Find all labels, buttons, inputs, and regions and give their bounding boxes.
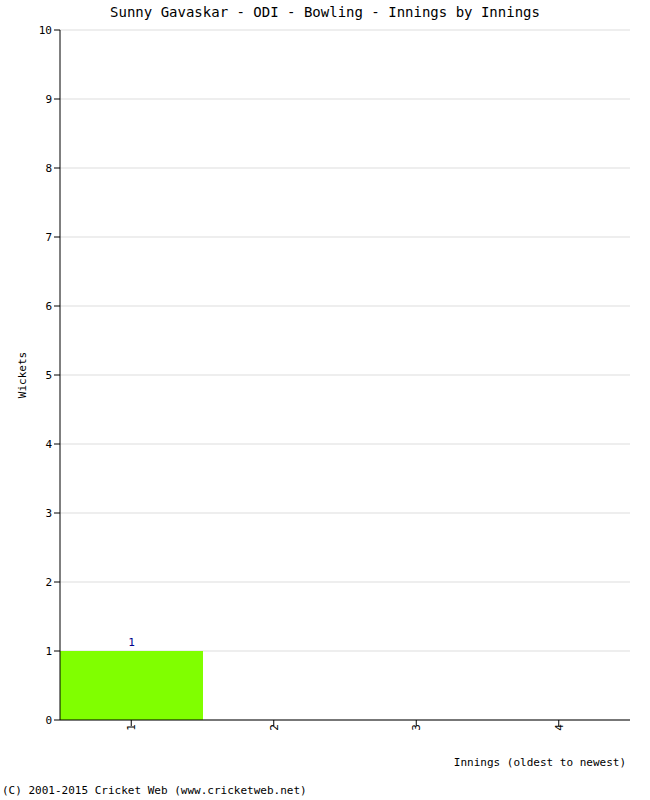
svg-text:8: 8 — [45, 162, 52, 175]
svg-text:5: 5 — [45, 369, 52, 382]
svg-text:6: 6 — [45, 300, 52, 313]
svg-text:2: 2 — [45, 576, 52, 589]
svg-text:10: 10 — [39, 24, 52, 37]
svg-text:1: 1 — [125, 724, 138, 731]
svg-text:4: 4 — [45, 438, 52, 451]
svg-text:0: 0 — [45, 714, 52, 727]
svg-text:4: 4 — [553, 724, 566, 731]
svg-text:3: 3 — [410, 724, 423, 731]
html-text:Sunny Gavaskar - ODI - Bowling: Sunny Gavaskar - ODI - Bowling - Innings… — [110, 4, 540, 20]
svg-text:Innings (oldest to newest): Innings (oldest to newest) — [454, 756, 626, 769]
svg-text:2: 2 — [268, 724, 281, 731]
html-text:(C) 2001-2015 Cricket Web (www: (C) 2001-2015 Cricket Web (www.cricketwe… — [2, 784, 307, 797]
svg-text:3: 3 — [45, 507, 52, 520]
svg-text:Wickets: Wickets — [16, 352, 29, 398]
svg-text:1: 1 — [45, 645, 52, 658]
svg-text:1: 1 — [128, 636, 135, 649]
svg-text:7: 7 — [45, 231, 52, 244]
svg-text:9: 9 — [45, 93, 52, 106]
